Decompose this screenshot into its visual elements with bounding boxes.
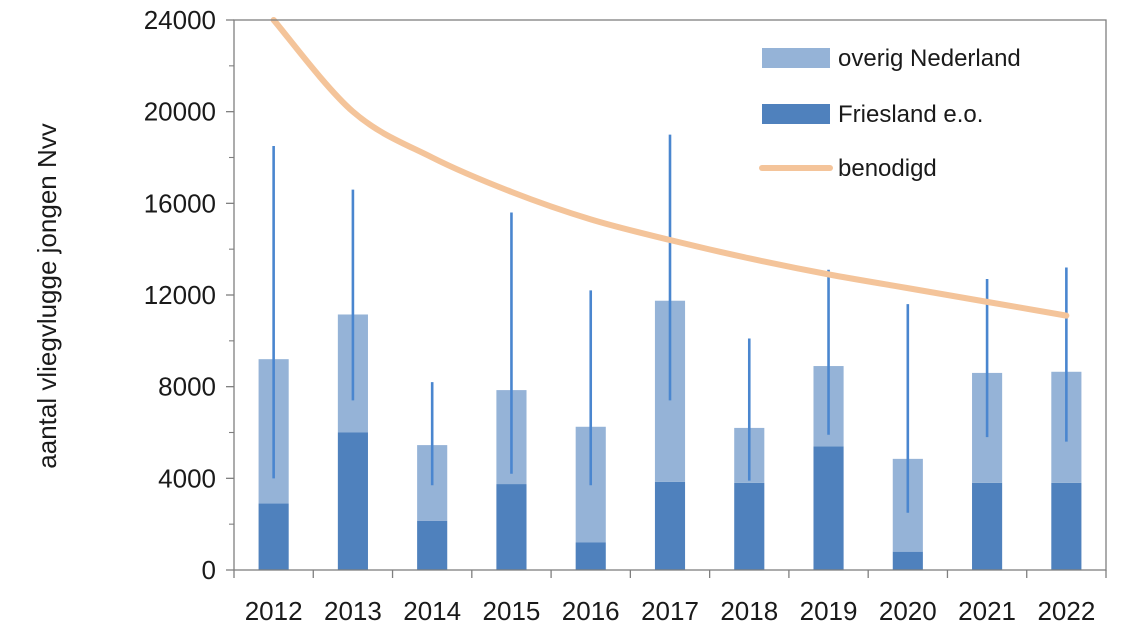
bar-friesland-2017 [654, 481, 686, 570]
bars [258, 300, 1082, 570]
y-tick-label: 12000 [144, 280, 216, 310]
x-tick-label: 2016 [562, 596, 620, 626]
bar-friesland-2013 [337, 432, 368, 570]
y-axis-title: aantal vliegvlugge jongen Nvv [32, 123, 62, 468]
legend: overig Nederland Friesland e.o. benodigd [759, 45, 1021, 182]
legend-friesland-swatch [762, 104, 830, 124]
y-tick-label: 16000 [144, 188, 216, 218]
y-tick-label: 24000 [144, 5, 216, 35]
bar-friesland-2020 [892, 551, 923, 570]
x-tick-label: 2021 [958, 596, 1016, 626]
bar-friesland-2021 [972, 482, 1003, 570]
y-tick-label: 8000 [158, 372, 216, 402]
legend-friesland-label: Friesland e.o. [838, 101, 983, 128]
x-tick-label: 2017 [641, 596, 699, 626]
bar-friesland-2014 [417, 520, 448, 570]
y-axis: 0 4000 8000 12000 16000 20000 24000 [144, 5, 234, 585]
y-axis-title-group: aantal vliegvlugge jongen Nvv [32, 123, 62, 468]
bar-friesland-2018 [734, 482, 765, 570]
bar-friesland-2012 [258, 503, 289, 570]
benodigd-line [270, 17, 1070, 319]
bar-friesland-2019 [813, 446, 844, 570]
error-bars [272, 134, 1068, 513]
x-tick-label: 2012 [245, 596, 303, 626]
y-tick-label: 20000 [144, 97, 216, 127]
bar-friesland-2016 [575, 542, 606, 570]
plot-frame [233, 19, 1107, 571]
benodigd-line-layer [270, 17, 1070, 319]
x-tick-label: 2019 [800, 596, 858, 626]
legend-overig-nederland-swatch [762, 48, 830, 68]
x-tick-label: 2014 [403, 596, 461, 626]
x-tick-label: 2018 [720, 596, 778, 626]
x-tick-label: 2013 [324, 596, 382, 626]
bar-friesland-2015 [496, 484, 527, 570]
x-tick-label: 2022 [1037, 596, 1095, 626]
bar-friesland-2022 [1051, 482, 1082, 570]
x-tick-label: 2020 [879, 596, 937, 626]
legend-overig-nederland-label: overig Nederland [838, 45, 1021, 72]
legend-benodigd-label: benodigd [838, 155, 937, 182]
x-tick-label: 2015 [483, 596, 541, 626]
x-axis: 2012 2013 2014 2015 2016 2017 2018 2019 2020 2021… [233, 570, 1107, 626]
y-tick-label: 4000 [158, 463, 216, 493]
y-tick-label: 0 [202, 555, 216, 585]
